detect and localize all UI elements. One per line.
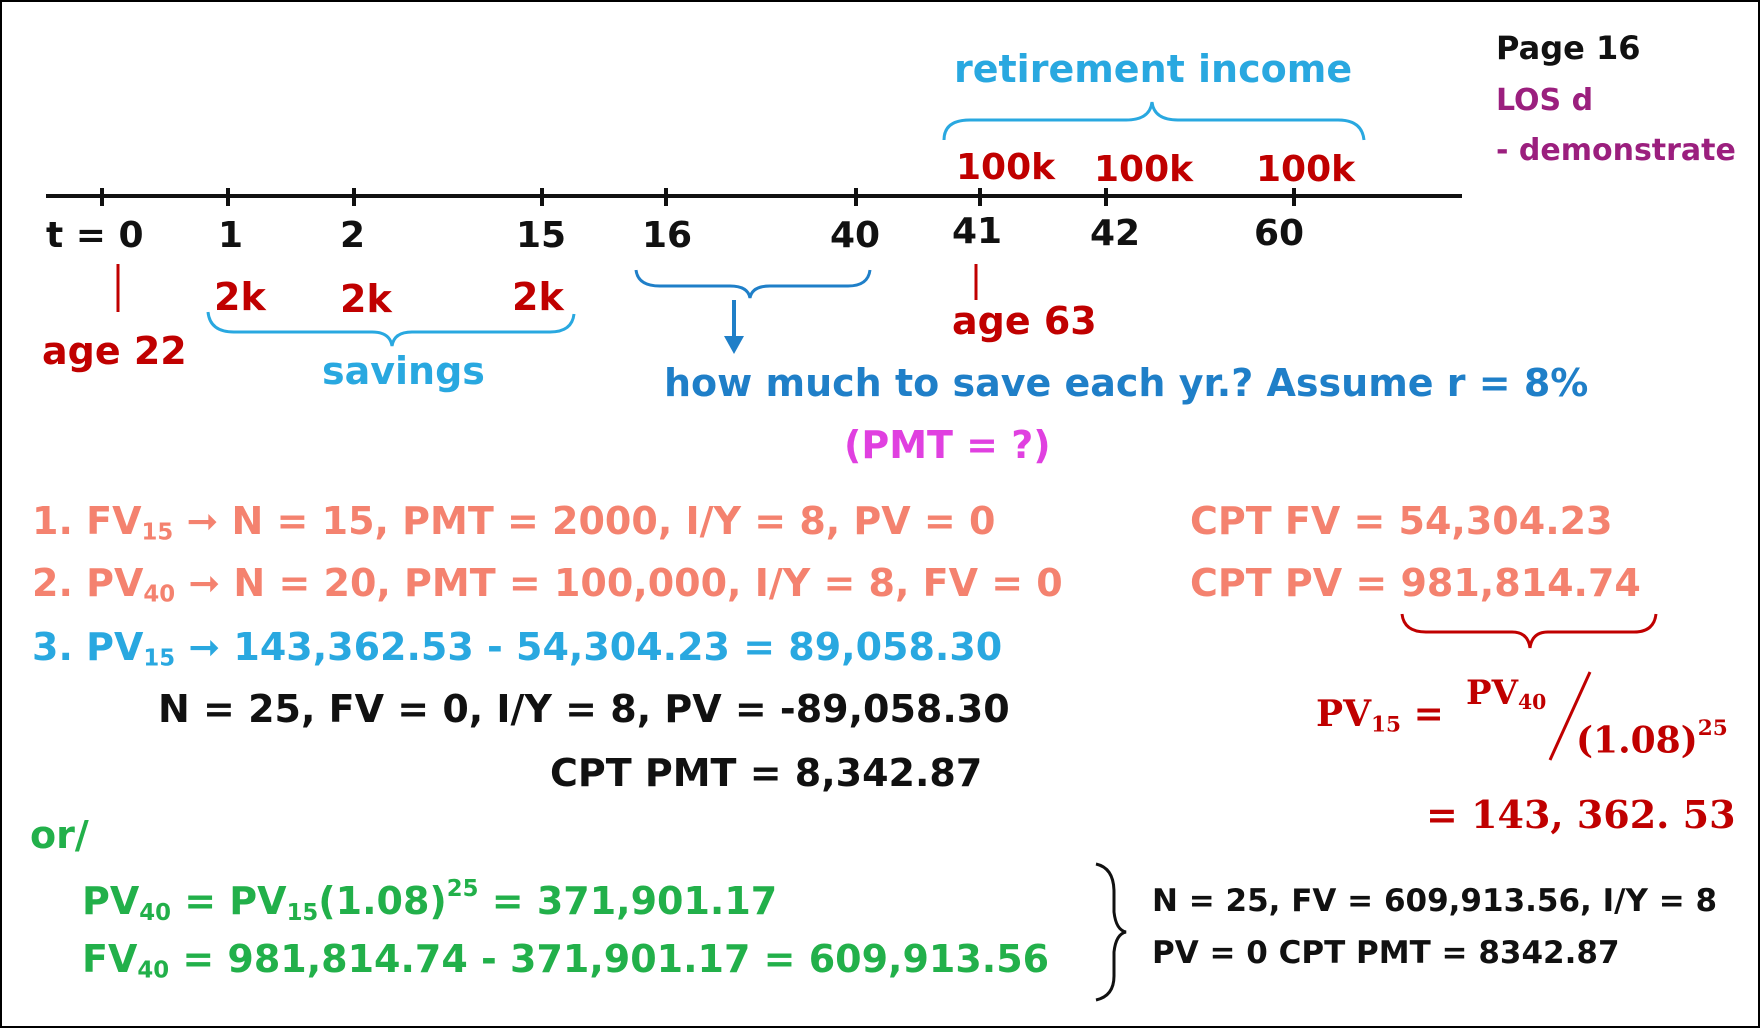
step-3: 3. PV15 ➞ 143,362.53 - 54,304.23 = 89,05… <box>32 625 1003 672</box>
tick-label: 40 <box>830 215 881 256</box>
age-retire-label: age 63 <box>952 299 1097 343</box>
demonstrate-label: - demonstrate <box>1496 133 1736 168</box>
tick-label: 41 <box>952 211 1003 252</box>
income-amount: 100k <box>1256 149 1356 190</box>
step-1-result: CPT FV = 54,304.23 <box>1190 499 1613 543</box>
step-3-inputs: N = 25, FV = 0, I/Y = 8, PV = -89,058.30 <box>158 687 1010 731</box>
gap-brace <box>634 269 872 299</box>
formula-numerator: PV40 <box>1466 673 1547 715</box>
pv40-brace <box>1400 613 1658 649</box>
tick-label: 1 <box>218 215 244 256</box>
alt-line-1: PV40 = PV15(1.08)25 = 371,901.17 <box>82 876 778 926</box>
question-text: how much to save each yr.? Assume r = 8% <box>664 361 1589 405</box>
step-1: 1. FV15 ➞ N = 15, PMT = 2000, I/Y = 8, P… <box>32 499 996 546</box>
savings-label: savings <box>322 349 485 393</box>
savings-brace <box>206 311 576 347</box>
savings-amount: 2k <box>214 275 266 319</box>
time-zero-label: t = 0 <box>46 215 144 256</box>
gap-arrow-head <box>724 336 744 354</box>
alt-calc-2: PV = 0 CPT PMT = 8342.87 <box>1152 935 1620 971</box>
tick-label: 2 <box>340 215 366 256</box>
alt-calc-1: N = 25, FV = 609,913.56, I/Y = 8 <box>1152 883 1718 919</box>
alt-brace <box>1095 862 1127 1002</box>
step-3-result: CPT PMT = 8,342.87 <box>550 751 983 795</box>
tick-label: 42 <box>1090 213 1141 254</box>
step-2-result: CPT PV = 981,814.74 <box>1190 561 1641 605</box>
timeline-ticks <box>100 188 1296 206</box>
los-label: LOS d <box>1496 83 1594 118</box>
formula-lhs: PV15 = <box>1316 693 1444 738</box>
fraction-slash <box>1548 671 1592 761</box>
retirement-income-label: retirement income <box>954 47 1353 91</box>
step-2: 2. PV40 ➞ N = 20, PMT = 100,000, I/Y = 8… <box>32 561 1063 608</box>
tick-label: 60 <box>1254 213 1305 254</box>
retirement-brace <box>942 101 1366 141</box>
income-amount: 100k <box>956 147 1056 188</box>
page-number: Page 16 <box>1496 29 1641 67</box>
tick-label: 16 <box>642 215 693 256</box>
tick-label: 15 <box>516 215 567 256</box>
savings-amount: 2k <box>340 277 392 321</box>
alt-line-2: FV40 = 981,814.74 - 371,901.17 = 609,913… <box>82 937 1050 984</box>
income-amount: 100k <box>1094 149 1194 190</box>
or-label: or/ <box>30 813 89 857</box>
formula-denominator: (1.08)25 <box>1576 716 1728 762</box>
pmt-unknown: (PMT = ?) <box>844 423 1051 467</box>
age-start-label: age 22 <box>42 329 187 373</box>
savings-amount: 2k <box>512 275 564 319</box>
formula-result: = 143, 362. 53 <box>1426 792 1736 837</box>
